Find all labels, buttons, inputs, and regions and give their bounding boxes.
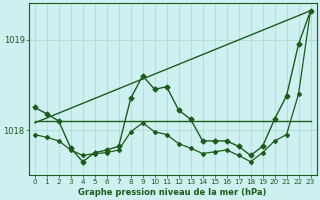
X-axis label: Graphe pression niveau de la mer (hPa): Graphe pression niveau de la mer (hPa) <box>78 188 267 197</box>
